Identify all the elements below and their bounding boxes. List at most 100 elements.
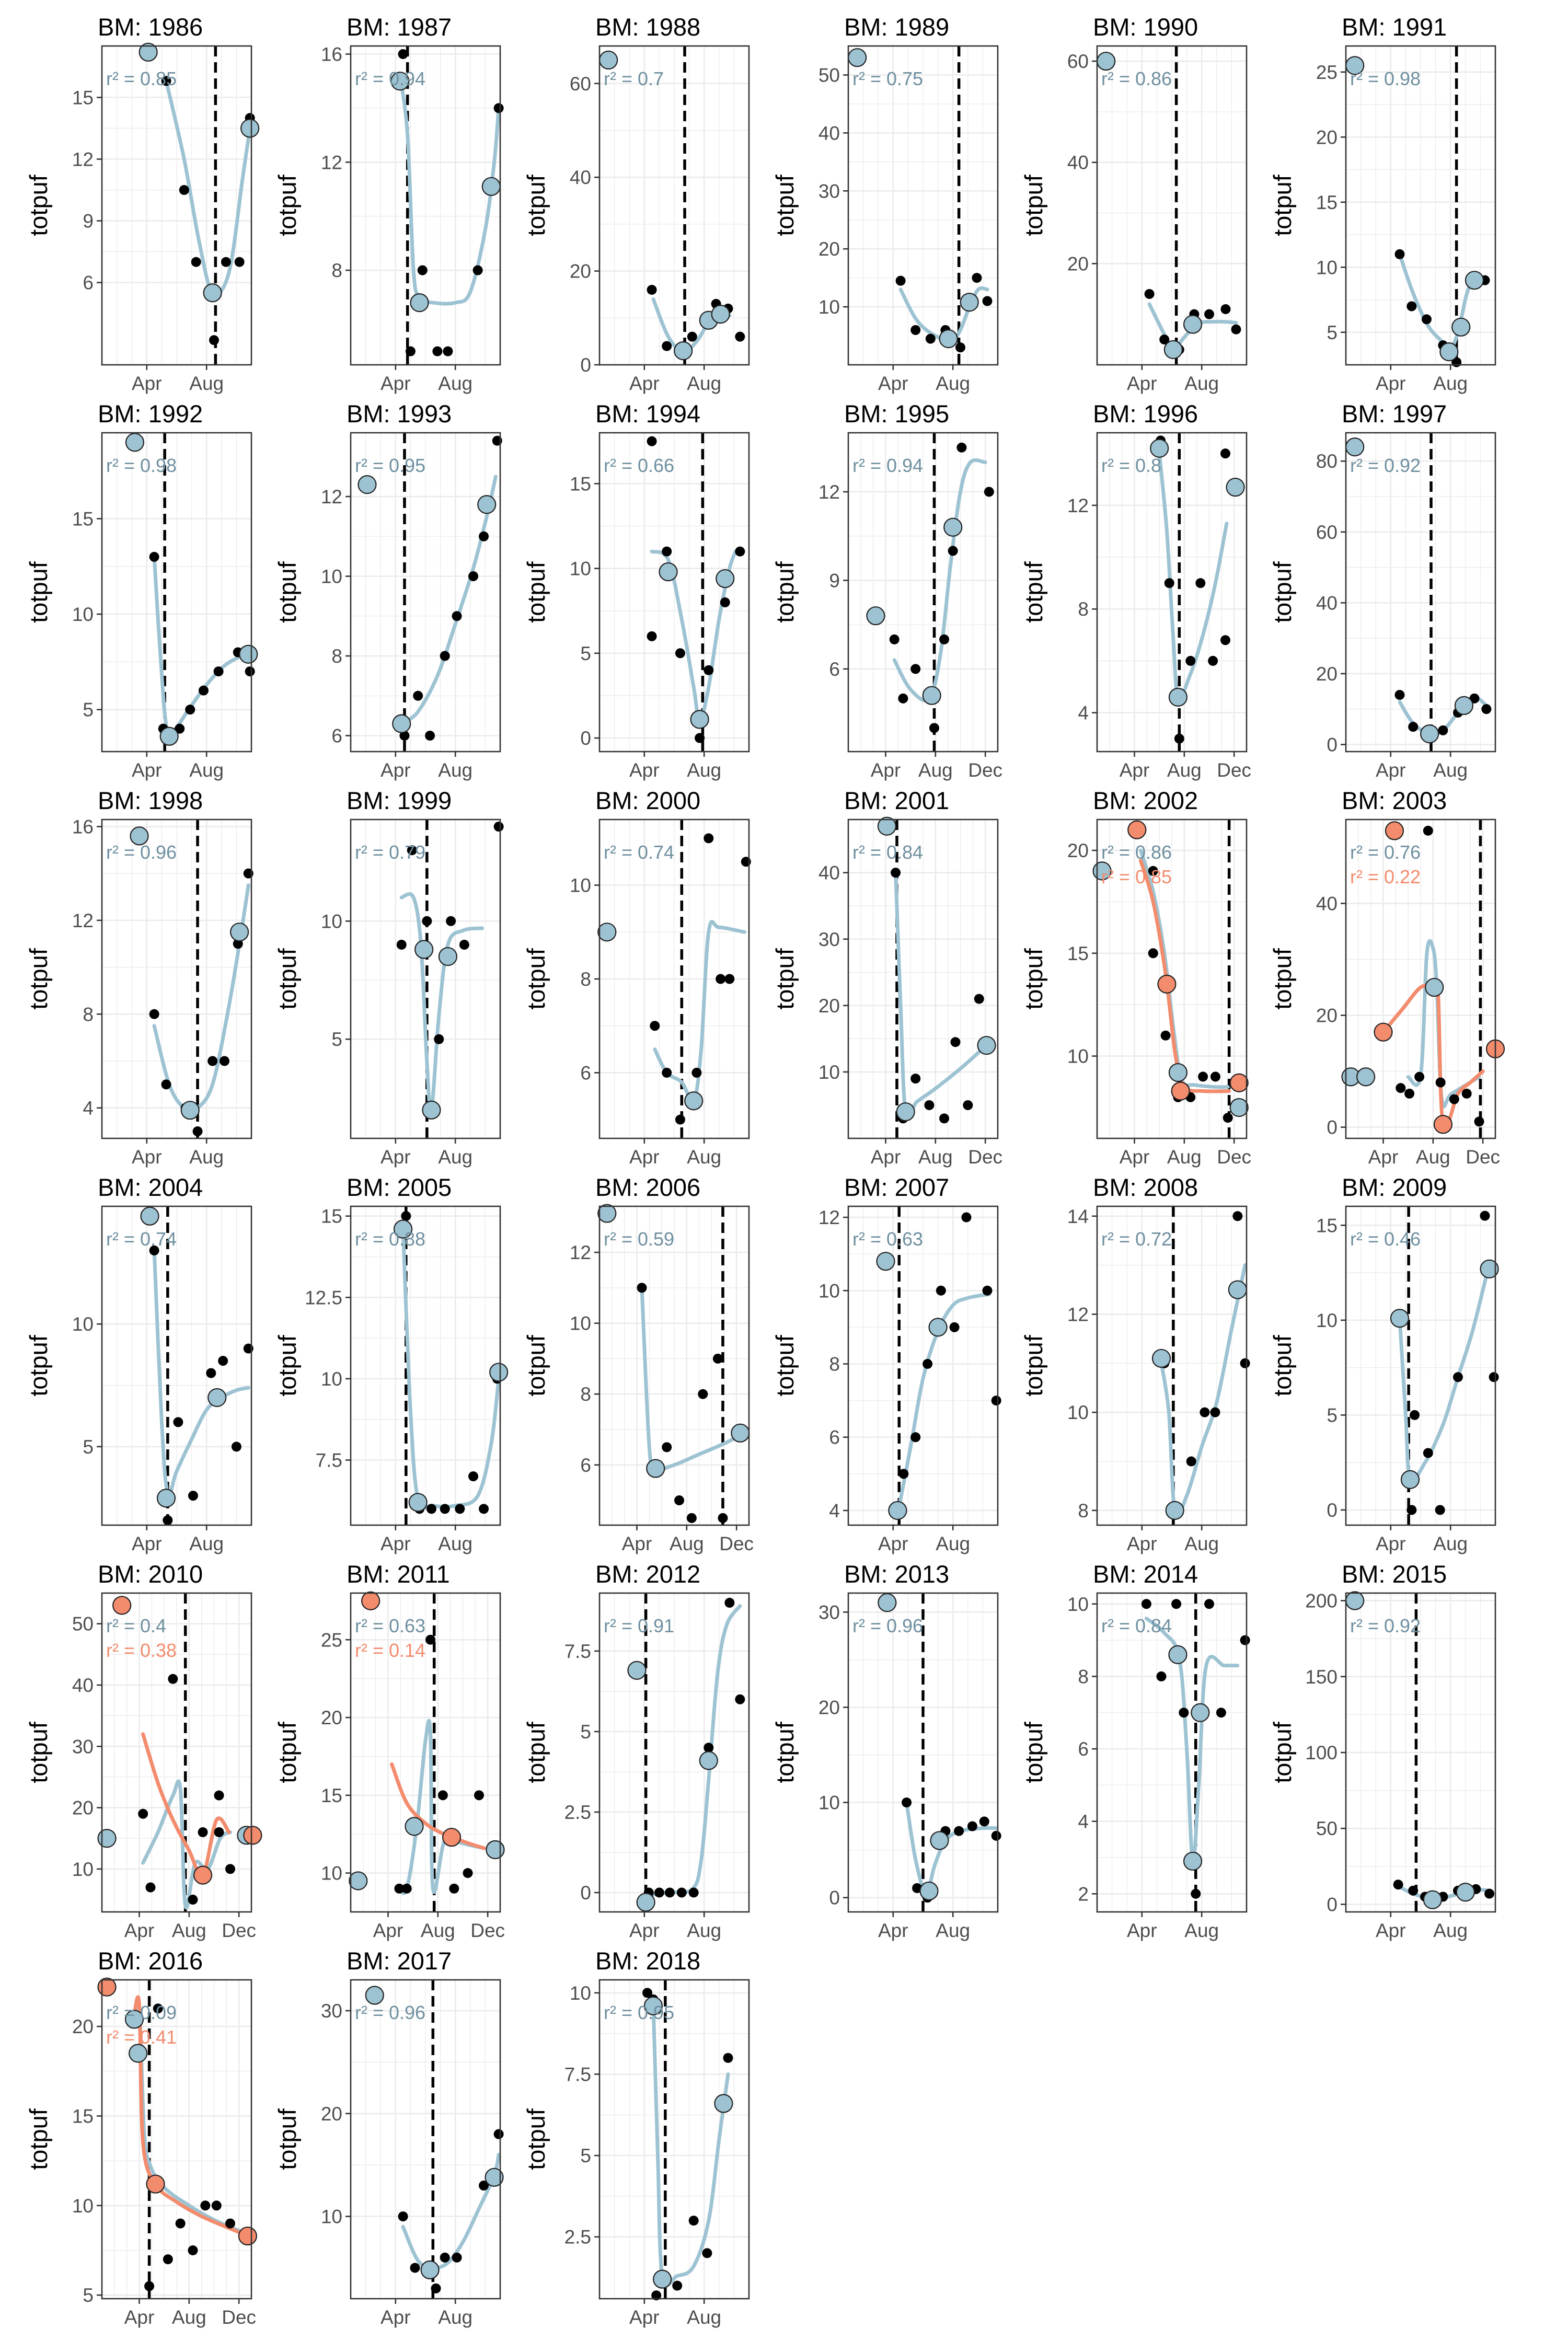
- data-point: [1414, 1071, 1425, 1082]
- y-tick-label: 40: [818, 862, 840, 884]
- mean-point-orange: [1229, 1073, 1249, 1092]
- fit-curve-orange: [1381, 979, 1485, 1131]
- panel-1994: BM: 1994 r² = 0.66 0 5 10 15 Apr Aug totpuf: [522, 400, 750, 781]
- data-point: [1410, 1410, 1420, 1420]
- data-point: [1481, 704, 1492, 714]
- data-point: [1461, 1088, 1472, 1099]
- data-point: [493, 822, 504, 832]
- panel-2006: BM: 2006 r² = 0.59 6 8 10 12 Apr Aug Dec totpuf: [522, 1173, 754, 1554]
- x-tick-label: Apr: [373, 1920, 403, 1941]
- mean-point-orange: [146, 2174, 165, 2194]
- y-axis-title: totpuf: [1020, 948, 1047, 1010]
- data-point: [910, 325, 921, 335]
- mean-point-orange: [1385, 821, 1404, 840]
- data-point: [192, 1126, 203, 1137]
- mean-point-blue: [659, 562, 678, 582]
- data-point: [967, 1821, 977, 1831]
- panel-border: [847, 818, 999, 1139]
- panel-2004: BM: 2004 r² = 0.74 5 10 Apr Aug totpuf: [25, 1173, 253, 1554]
- data-point: [902, 1797, 912, 1808]
- data-point: [1141, 1599, 1151, 1609]
- data-point: [188, 1895, 198, 1905]
- data-point: [431, 2283, 441, 2293]
- panel-border: [598, 432, 750, 753]
- data-point: [188, 1491, 198, 1501]
- panel-2015: BM: 2015 r² = 0.92 0 50 100 150 200 Apr Aug totpu…: [1269, 1560, 1496, 1941]
- panel-border: [350, 432, 501, 753]
- data-point: [1208, 655, 1218, 666]
- y-tick-label: 12: [818, 481, 840, 503]
- y-tick-label: 20: [1316, 126, 1338, 148]
- data-point: [676, 1887, 687, 1898]
- y-tick-label: 6: [1078, 1738, 1089, 1760]
- data-point: [426, 1504, 436, 1514]
- x-tick-label: Aug: [1167, 1146, 1202, 1168]
- y-tick-label: 15: [72, 508, 94, 529]
- y-tick-label: 8: [1078, 1500, 1089, 1521]
- data-point: [687, 331, 697, 342]
- y-tick-label: 8: [580, 969, 591, 990]
- data-point: [891, 868, 901, 878]
- panel-border: [847, 1592, 999, 1913]
- y-tick-label: 30: [818, 929, 840, 950]
- mean-point-blue: [877, 816, 896, 836]
- panel-grid: [350, 1206, 501, 1525]
- mean-point-orange: [1127, 820, 1147, 839]
- x-tick-label: Aug: [421, 1920, 455, 1941]
- x-tick-label: Aug: [918, 1146, 953, 1168]
- data-point: [214, 1827, 224, 1837]
- mean-point-blue: [1439, 342, 1459, 362]
- y-axis-title: totpuf: [522, 948, 550, 1010]
- r2-label-blue: r² = 0.94: [355, 68, 425, 89]
- y-tick-label: 30: [818, 180, 840, 202]
- data-point: [452, 611, 462, 621]
- r2-label-blue: r² = 0.92: [1350, 455, 1421, 476]
- data-point: [675, 648, 685, 659]
- data-point: [440, 2252, 450, 2263]
- x-tick-label: Aug: [936, 1533, 970, 1554]
- panel-border: [1096, 1205, 1248, 1526]
- data-point: [220, 1056, 230, 1066]
- data-point: [1210, 1407, 1220, 1417]
- x-tick-label: Aug: [438, 373, 472, 394]
- panel-2016: BM: 2016 r² = 0.09 r² = 0.41 5 10 15 20 Apr Aug D…: [25, 1947, 257, 2328]
- data-point: [936, 1285, 946, 1296]
- y-tick-label: 12: [321, 152, 342, 173]
- y-tick-label: 10: [570, 875, 591, 896]
- mean-point-blue: [438, 947, 458, 966]
- data-point: [716, 974, 726, 984]
- x-tick-label: Apr: [132, 1533, 162, 1554]
- y-axis-title: totpuf: [1269, 1721, 1296, 1783]
- data-point: [422, 916, 432, 926]
- panel-title: BM: 2015: [1342, 1560, 1447, 1588]
- panel-2008: BM: 2008 r² = 0.72 8 10 12 14 Apr Aug totpuf: [1020, 1173, 1250, 1554]
- y-tick-label: 7.5: [564, 1641, 591, 1662]
- panel-border: [1096, 45, 1248, 366]
- data-point: [209, 335, 219, 345]
- data-point: [929, 723, 939, 733]
- mean-point-blue: [919, 1881, 939, 1901]
- data-point: [910, 1074, 921, 1084]
- panel-border: [101, 1979, 252, 2300]
- x-tick-label: Apr: [381, 1533, 411, 1554]
- data-point: [191, 257, 201, 267]
- data-point: [963, 1100, 973, 1110]
- y-tick-label: 10: [818, 1792, 840, 1814]
- mean-point-blue: [139, 42, 158, 62]
- panel-title: BM: 2004: [98, 1173, 203, 1201]
- panel-1995: BM: 1995 r² = 0.94 6 9 12 Apr Aug Dec totpuf: [771, 400, 1002, 781]
- mean-point-blue: [1390, 1309, 1410, 1328]
- mean-point-blue: [888, 1501, 907, 1520]
- r2-label-blue: r² = 0.84: [1101, 1615, 1172, 1636]
- data-point: [1210, 1071, 1220, 1082]
- x-tick-label: Apr: [381, 373, 411, 394]
- r2-label-orange: r² = 0.22: [1350, 866, 1421, 887]
- y-tick-label: 10: [1067, 1046, 1089, 1067]
- panel-1988: BM: 1988 r² = 0.7 0 20 40 60 Apr Aug totpuf: [522, 13, 750, 394]
- data-point: [145, 1882, 156, 1893]
- y-tick-label: 10: [72, 604, 94, 625]
- y-tick-label: 15: [321, 1206, 342, 1227]
- panel-title: BM: 2014: [1093, 1560, 1198, 1588]
- x-tick-label: Apr: [132, 373, 162, 394]
- y-tick-label: 12.5: [305, 1287, 342, 1308]
